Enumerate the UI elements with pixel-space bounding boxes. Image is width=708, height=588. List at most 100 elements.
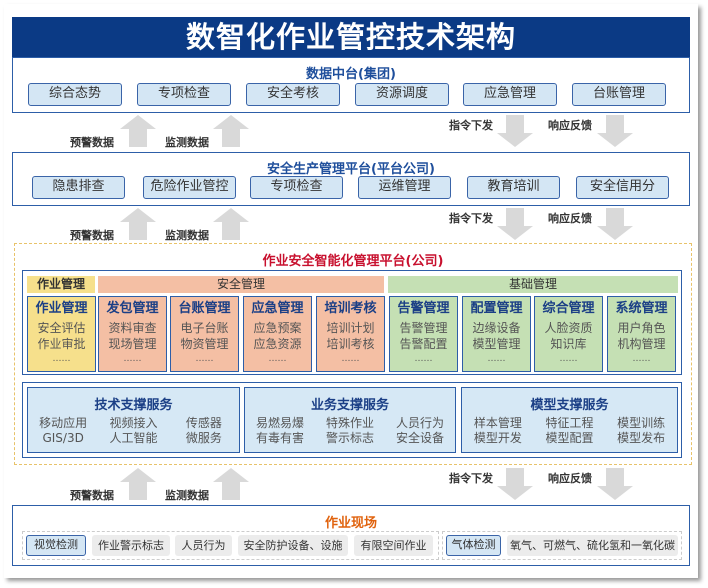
service-box: 模型支撑服务 样本管理 特征工程 模型训练模型开发 模型配置 模型发布 xyxy=(461,387,678,453)
down-arrow-icon xyxy=(497,468,533,500)
module-card-line: 应急资源 xyxy=(253,337,302,351)
module-card-more: …… xyxy=(195,354,214,364)
site-item: 作业警示标志 xyxy=(92,535,170,556)
service-box: 技术支撑服务 移动应用 视频接入 传感器 GIS/3D 人工智能 微服务 xyxy=(27,387,240,453)
module-card-line: 机构管理 xyxy=(617,337,666,351)
module-card-line: 用户角色 xyxy=(617,321,666,335)
label-monitoring-data: 监测数据 xyxy=(165,489,209,502)
module-card: 配置管理 边缘设备 模型管理 …… xyxy=(462,296,531,372)
service-items: 样本管理 特征工程 模型训练模型开发 模型配置 模型发布 xyxy=(462,416,677,446)
module-card: 综合管理人脸资质知识库 …… xyxy=(534,296,603,372)
service-title: 模型支撑服务 xyxy=(530,398,609,413)
module-card-line: 物资管理 xyxy=(180,337,229,351)
data-platform-item: 安全考核 xyxy=(246,83,340,106)
module-card-title: 告警管理 xyxy=(397,301,450,316)
gas-group xyxy=(442,531,682,560)
service-item: 人员行为 xyxy=(395,416,444,430)
vision-detection-label: 视觉检测 xyxy=(26,535,86,556)
group-header-basic: 基础管理 xyxy=(388,276,678,293)
safety-platform-item: 危险作业管控 xyxy=(143,176,236,199)
service-item: 视频接入 xyxy=(109,416,158,430)
up-arrow-icon xyxy=(213,115,249,147)
service-items: 易燃易爆 特殊作业 人员行为 有毒有害 警示标志 安全设备 xyxy=(245,416,455,446)
up-arrow-icon xyxy=(120,208,156,240)
module-card-more: …… xyxy=(268,354,287,364)
label-monitoring-data: 监测数据 xyxy=(165,136,209,149)
safety-platform-item: 教育培训 xyxy=(467,176,560,199)
label-command-issue: 指令下发 xyxy=(449,119,493,132)
label-response-feedback: 响应反馈 xyxy=(548,472,592,485)
module-card-line: 人脸资质 xyxy=(544,321,593,335)
module-card-line: 安全评估 xyxy=(37,321,86,335)
module-card: 应急管理应急预案应急资源 …… xyxy=(243,296,312,372)
layer-safety-platform-title: 安全生产管理平台(平台公司) xyxy=(267,162,435,177)
up-arrow-icon xyxy=(120,468,156,500)
safety-platform-item: 安全信用分 xyxy=(576,176,669,199)
module-card-line: 资料审查 xyxy=(108,321,157,335)
module-card-more: …… xyxy=(414,354,433,364)
vision-group xyxy=(22,531,439,560)
module-card-more: …… xyxy=(559,354,578,364)
module-card-line: 培训计划 xyxy=(326,321,375,335)
layer-data-platform-title: 数据中台(集团) xyxy=(306,67,396,82)
gas-detection-label: 气体检测 xyxy=(446,535,501,556)
service-title: 业务支撑服务 xyxy=(310,398,389,413)
module-card-more: …… xyxy=(52,354,71,364)
data-platform-item: 专项检查 xyxy=(137,83,231,106)
module-card-title: 系统管理 xyxy=(615,301,668,316)
service-item: 有毒有害 xyxy=(255,431,304,445)
service-item: 警示标志 xyxy=(325,431,374,445)
label-monitoring-data: 监测数据 xyxy=(165,229,209,242)
module-card-title: 发包管理 xyxy=(106,301,159,316)
service-item: 模型训练 xyxy=(617,416,666,430)
down-arrow-icon xyxy=(497,115,533,147)
service-item: 模型开发 xyxy=(473,431,522,445)
down-arrow-icon xyxy=(597,115,633,147)
label-warning-data: 预警数据 xyxy=(70,229,114,242)
label-warning-data: 预警数据 xyxy=(70,136,114,149)
site-item: 安全防护设备、设施 xyxy=(238,535,348,556)
service-item: 模型发布 xyxy=(617,431,666,445)
module-card-line: 应急预案 xyxy=(253,321,302,335)
site-item: 氧气、可燃气、硫化氢和一氧化碳 xyxy=(507,535,678,556)
module-card-title: 综合管理 xyxy=(542,301,595,316)
module-card: 告警管理 告警管理 告警配置…… xyxy=(389,296,458,372)
module-card-line: 培训考核 xyxy=(326,337,375,351)
module-card-title: 作业管理 xyxy=(35,301,88,316)
module-card: 台账管理 电子台账 物资管理 …… xyxy=(170,296,239,372)
layer-company-platform xyxy=(14,243,692,465)
module-card: 系统管理用户角色机构管理 …… xyxy=(607,296,676,372)
label-command-issue: 指令下发 xyxy=(449,472,493,485)
service-item: 微服务 xyxy=(185,431,222,445)
service-item: 特殊作业 xyxy=(325,416,374,430)
module-card: 发包管理资料审查现场管理 …… xyxy=(98,296,167,372)
service-title: 技术支撑服务 xyxy=(94,398,173,413)
diagram-title: 数智化作业管控技术架构 xyxy=(12,17,690,58)
service-item: 传感器 xyxy=(185,416,222,430)
service-item: 安全设备 xyxy=(395,431,444,445)
service-items: 移动应用 视频接入 传感器 GIS/3D 人工智能 微服务 xyxy=(28,416,239,446)
module-card-line: 边缘设备 xyxy=(472,321,521,335)
service-box: 业务支撑服务 易燃易爆 特殊作业 人员行为 有毒有害 警示标志 安全设备 xyxy=(244,387,456,453)
module-card-title: 应急管理 xyxy=(251,301,304,316)
module-card-more: …… xyxy=(632,354,651,364)
module-card-title: 配置管理 xyxy=(470,301,523,316)
module-card-line: 现场管理 xyxy=(108,337,157,351)
safety-platform-item: 运维管理 xyxy=(358,176,451,199)
data-platform-item: 资源调度 xyxy=(355,83,449,106)
service-item: 样本管理 xyxy=(473,416,522,430)
module-card-line: 知识库 xyxy=(550,337,587,351)
module-card-more: …… xyxy=(123,354,142,364)
module-card-more: …… xyxy=(341,354,360,364)
service-item: 模型配置 xyxy=(545,431,594,445)
site-item: 人员行为 xyxy=(175,535,232,556)
label-response-feedback: 响应反馈 xyxy=(548,212,592,225)
safety-platform-item: 专项检查 xyxy=(250,176,343,199)
service-item: 移动应用 xyxy=(39,416,88,430)
module-card-line: 作业审批 xyxy=(37,337,86,351)
up-arrow-icon xyxy=(213,468,249,500)
site-item: 有限空间作业 xyxy=(354,535,433,556)
data-platform-item: 台账管理 xyxy=(572,83,666,106)
service-item: 特征工程 xyxy=(545,416,594,430)
label-response-feedback: 响应反馈 xyxy=(548,119,592,132)
